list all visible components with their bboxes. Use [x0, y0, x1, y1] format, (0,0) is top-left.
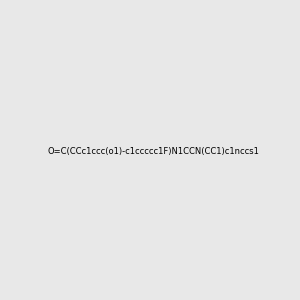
Text: O=C(CCc1ccc(o1)-c1ccccc1F)N1CCN(CC1)c1nccs1: O=C(CCc1ccc(o1)-c1ccccc1F)N1CCN(CC1)c1nc…	[48, 147, 260, 156]
